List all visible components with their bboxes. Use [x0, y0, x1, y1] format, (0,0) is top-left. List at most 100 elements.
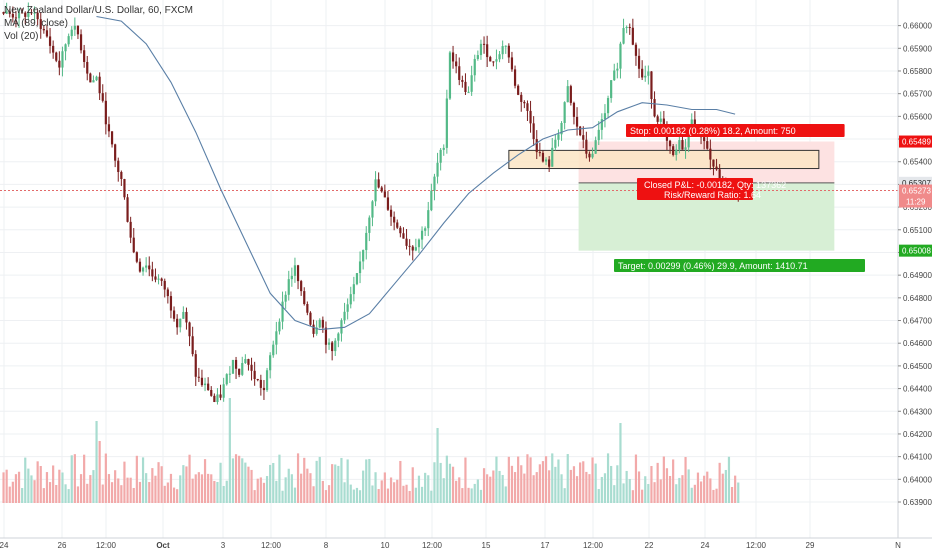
candle-body [73, 25, 76, 30]
volume-bar [628, 479, 631, 503]
volume-bar [163, 485, 166, 503]
time-tick-label: 10 [381, 541, 390, 550]
volume-bar [101, 484, 104, 503]
candle-body [321, 319, 324, 328]
candle-body [358, 261, 362, 274]
candle-body [368, 217, 371, 233]
candle-body [588, 153, 591, 158]
candle-body [306, 304, 309, 313]
candle-body [27, 12, 30, 17]
volume-bar [312, 486, 315, 503]
volume-bar [355, 487, 359, 503]
volume-bar [600, 476, 603, 503]
volume-bar [132, 487, 135, 503]
candle-body [42, 28, 45, 31]
time-tick-label: 12:00 [583, 541, 604, 550]
price-tick-label: 0.65400 [903, 158, 932, 167]
volume-bar [321, 480, 324, 503]
candle-body [408, 245, 411, 247]
candle-body [687, 129, 690, 148]
volume-bar [275, 480, 278, 503]
candle-body [585, 139, 588, 154]
volume-bar [358, 490, 362, 503]
candle-body [83, 50, 86, 62]
volume-bar [253, 490, 256, 503]
candle-body [473, 58, 476, 76]
volume-bar [337, 465, 340, 503]
time-tick-label: 26 [58, 541, 67, 550]
candle-body [458, 66, 461, 80]
volume-bar [699, 481, 703, 503]
volume-bar [269, 464, 272, 503]
volume-bar [377, 489, 380, 503]
candle-body [58, 60, 61, 68]
volume-bar [445, 455, 448, 503]
price-tick-label: 0.64100 [903, 453, 932, 462]
volume-bar [14, 474, 18, 503]
volume-bar [439, 462, 442, 503]
volume-bar [569, 469, 572, 503]
volume-bar [79, 474, 83, 503]
volume-bar [597, 489, 600, 503]
volume-bar [532, 475, 535, 503]
volume-bar [706, 471, 709, 503]
candle-body [123, 179, 126, 198]
volume-bar [250, 469, 253, 503]
candle-body [203, 383, 207, 386]
volume-bar [681, 475, 684, 503]
candle-body [61, 51, 64, 68]
volume-bar [653, 482, 656, 503]
candle-body [296, 265, 300, 282]
volume-bar [368, 458, 371, 503]
volume-bar [687, 469, 690, 503]
volume-bar [560, 474, 563, 503]
time-tick-label: 12:00 [261, 541, 282, 550]
candle-body [393, 216, 396, 223]
volume-bar [207, 473, 210, 503]
candle-body [95, 76, 98, 81]
candle-body [200, 377, 204, 386]
candle-body [436, 162, 439, 177]
volume-bar [442, 478, 445, 503]
candle-body [52, 45, 55, 53]
candle-body [166, 289, 169, 297]
volume-bar [507, 456, 510, 503]
volume-bar [380, 480, 383, 503]
countdown-tag-background [899, 195, 932, 208]
volume-bar [544, 456, 548, 503]
candle-body [442, 147, 445, 150]
target-price-tag: 0.65008 [899, 244, 932, 257]
time-tick-label: 3 [221, 541, 226, 550]
volume-bar [579, 462, 582, 503]
candle-body [309, 312, 312, 325]
candle-body [653, 99, 656, 117]
price-tick-label: 0.64500 [903, 362, 932, 371]
volume-bar [188, 454, 191, 503]
volume-bar [417, 475, 421, 503]
volume-bar [256, 478, 259, 503]
volume-bar [606, 453, 610, 503]
candle-body [365, 232, 368, 251]
volume-bar [45, 472, 49, 503]
moving-average-line [96, 15, 736, 331]
candle-body [284, 294, 287, 302]
candle-body [138, 261, 142, 272]
candle-body [64, 44, 67, 52]
candle-body [538, 152, 541, 154]
volume-bar [83, 454, 86, 503]
candle-body [709, 148, 712, 160]
candle-body [411, 246, 414, 251]
volume-bar [709, 478, 712, 503]
volume-bar [473, 483, 476, 503]
volume-bar [675, 484, 678, 503]
candle-body [362, 250, 365, 262]
candle-body [290, 275, 293, 280]
candle-body [172, 310, 176, 319]
candle-body [622, 28, 625, 44]
candle-body [383, 191, 386, 198]
volume-bar [631, 490, 634, 503]
volume-bar [349, 484, 352, 503]
current-price-tag-text: 0.65273 [902, 187, 931, 196]
candle-body [510, 57, 514, 70]
